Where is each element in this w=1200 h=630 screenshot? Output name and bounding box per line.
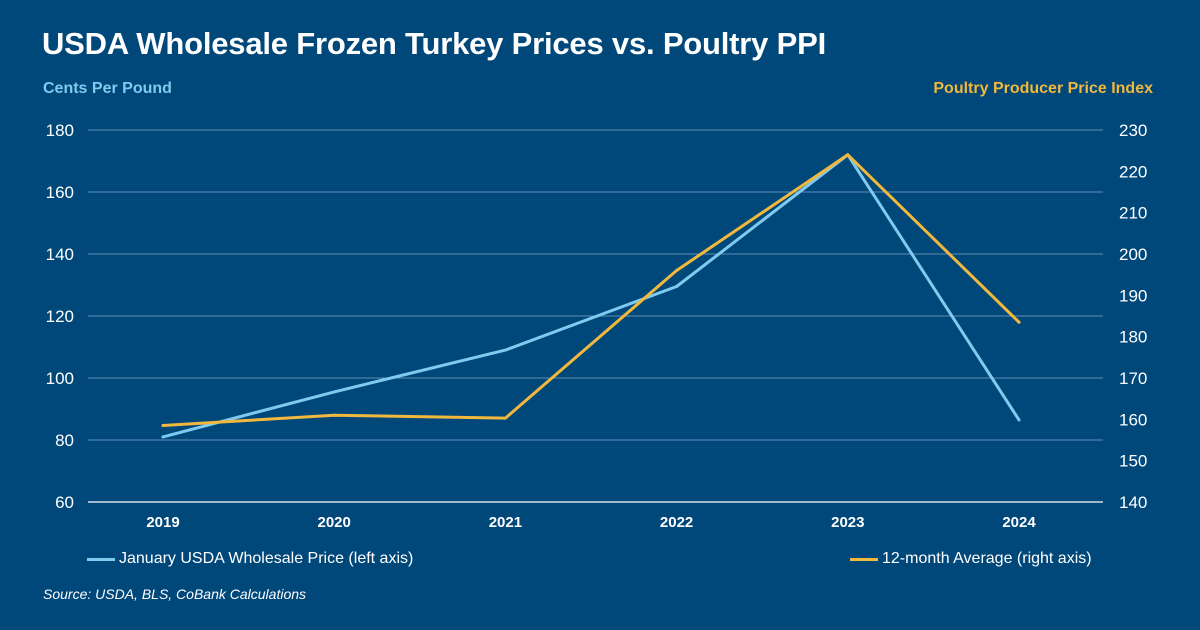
point-ppi [503,416,507,420]
point-wholesale [161,435,165,439]
right-tick-label: 160 [1119,410,1147,429]
legend-label-ppi: 12-month Average (right axis) [882,550,1092,567]
right-tick-label: 220 [1119,162,1147,181]
point-wholesale [332,390,336,394]
right-axis-ticks: 140 150 160 170 180 190 200 210 220 230 [1119,121,1147,512]
right-tick-label: 140 [1119,493,1147,512]
series-lines [161,153,1021,439]
x-tick-label: 2020 [318,514,351,531]
right-tick-label: 150 [1119,452,1147,471]
series-line-wholesale [161,153,1021,439]
series-line-ppi [161,153,1021,427]
right-tick-label: 210 [1119,204,1147,223]
left-tick-label: 60 [55,493,74,512]
point-wholesale [675,285,679,289]
x-tick-label: 2022 [660,514,693,531]
source-note: Source: USDA, BLS, CoBank Calculations [43,586,307,602]
right-tick-label: 200 [1119,245,1147,264]
legend-swatch-wholesale [87,557,115,561]
x-tick-label: 2021 [489,514,522,531]
x-tick-label: 2023 [831,514,864,531]
left-axis-ticks: 60 80 100 120 140 160 180 [46,121,74,512]
point-wholesale [1017,418,1021,422]
legend-swatch-ppi [850,557,878,561]
left-tick-label: 160 [46,183,74,202]
legend-label-wholesale: January USDA Wholesale Price (left axis) [119,550,414,567]
chart-title: USDA Wholesale Frozen Turkey Prices vs. … [42,26,826,61]
point-ppi [161,424,165,428]
x-axis-ticks: 2019 2020 2021 2022 2023 2024 [146,514,1036,531]
legend-item-wholesale: January USDA Wholesale Price (left axis) [87,550,413,568]
left-axis-label: Cents Per Pound [43,80,172,97]
point-ppi [675,269,679,273]
right-tick-label: 190 [1119,286,1147,305]
left-tick-label: 140 [46,245,74,264]
right-tick-label: 180 [1119,328,1147,347]
point-ppi [332,413,336,417]
right-tick-label: 170 [1119,369,1147,388]
right-tick-label: 230 [1119,121,1147,140]
point-ppi [846,153,850,157]
point-ppi [1017,320,1021,324]
left-tick-label: 80 [55,431,74,450]
point-wholesale [503,348,507,352]
left-tick-label: 180 [46,121,74,140]
legend-item-ppi: 12-month Average (right axis) [850,550,1092,568]
left-tick-label: 120 [46,307,74,326]
left-tick-label: 100 [46,369,74,388]
x-tick-label: 2024 [1002,514,1036,531]
right-axis-label: Poultry Producer Price Index [933,80,1153,97]
x-tick-label: 2019 [146,514,179,531]
